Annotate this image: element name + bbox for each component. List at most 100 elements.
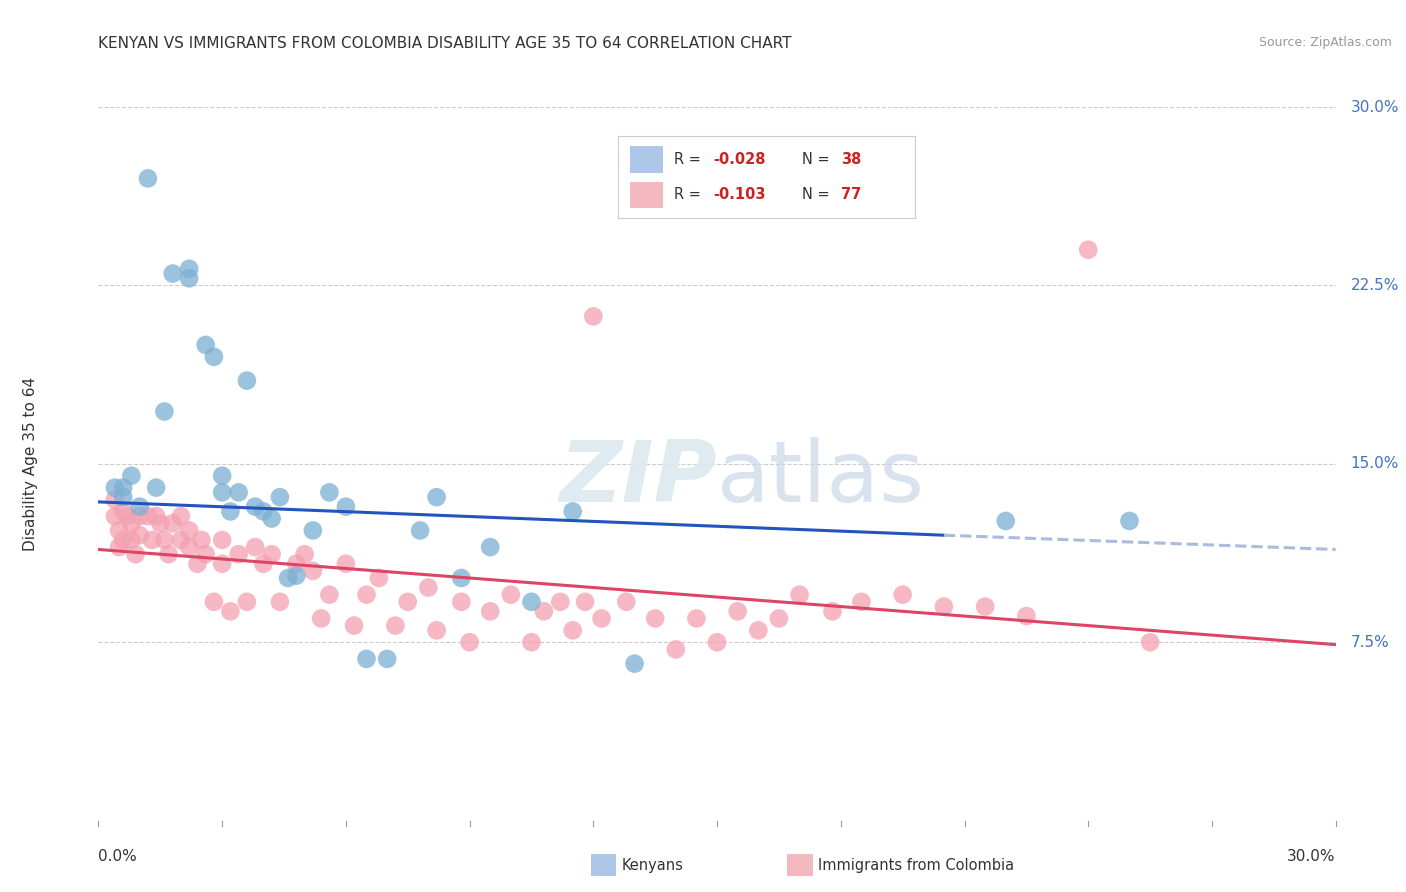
Point	[1077, 243, 1099, 257]
Point	[243, 540, 266, 554]
Point	[851, 595, 873, 609]
Point	[202, 595, 225, 609]
Point	[343, 618, 366, 632]
Point	[179, 271, 201, 285]
Point	[623, 657, 645, 671]
Point	[706, 635, 728, 649]
Point	[685, 611, 707, 625]
Point	[108, 524, 131, 538]
Point	[396, 595, 419, 609]
Point	[120, 533, 142, 547]
Text: -0.103: -0.103	[713, 187, 766, 202]
Point	[112, 533, 135, 547]
Point	[219, 504, 242, 518]
Text: ZIP: ZIP	[560, 436, 717, 520]
Point	[277, 571, 299, 585]
Point	[550, 595, 572, 609]
Point	[1118, 514, 1140, 528]
Point	[269, 490, 291, 504]
Point	[252, 557, 274, 571]
Text: N =: N =	[803, 152, 834, 167]
Point	[574, 595, 596, 609]
Point	[128, 509, 150, 524]
Bar	[630, 146, 662, 172]
Point	[236, 374, 259, 388]
Point	[179, 540, 201, 554]
Point	[561, 504, 583, 518]
Point	[162, 516, 184, 531]
Text: N =: N =	[803, 187, 834, 202]
Point	[426, 490, 449, 504]
Point	[260, 511, 283, 525]
Point	[157, 547, 180, 561]
Point	[418, 581, 440, 595]
Point	[219, 604, 242, 618]
Point	[211, 485, 233, 500]
Point	[243, 500, 266, 514]
Point	[409, 524, 432, 538]
Point	[236, 595, 259, 609]
Text: 22.5%: 22.5%	[1351, 278, 1399, 293]
Point	[112, 504, 135, 518]
Point	[153, 404, 176, 418]
Point	[124, 547, 146, 561]
Point	[768, 611, 790, 625]
Point	[335, 500, 357, 514]
Text: 0.0%: 0.0%	[98, 849, 138, 864]
Point	[458, 635, 481, 649]
Text: 38: 38	[841, 152, 860, 167]
Point	[479, 604, 502, 618]
Point	[302, 564, 325, 578]
Point	[821, 604, 844, 618]
Point	[520, 635, 543, 649]
Point	[384, 618, 406, 632]
Text: Immigrants from Colombia: Immigrants from Colombia	[818, 858, 1014, 872]
Point	[162, 267, 184, 281]
Point	[644, 611, 666, 625]
Bar	[630, 182, 662, 208]
Point	[194, 338, 217, 352]
Text: Source: ZipAtlas.com: Source: ZipAtlas.com	[1258, 36, 1392, 49]
Point	[112, 490, 135, 504]
Point	[149, 516, 172, 531]
Point	[104, 481, 127, 495]
Point	[727, 604, 749, 618]
Point	[450, 571, 472, 585]
Point	[582, 310, 605, 324]
Point	[747, 624, 769, 638]
Point	[335, 557, 357, 571]
Point	[260, 547, 283, 561]
Point	[108, 540, 131, 554]
Point	[1015, 609, 1038, 624]
Text: R =: R =	[675, 187, 706, 202]
Point	[170, 509, 193, 524]
Point	[170, 533, 193, 547]
Point	[228, 485, 250, 500]
Point	[533, 604, 555, 618]
Point	[128, 500, 150, 514]
Point	[211, 533, 233, 547]
Point	[145, 481, 167, 495]
Point	[479, 540, 502, 554]
Point	[426, 624, 449, 638]
Point	[211, 468, 233, 483]
Point	[252, 504, 274, 518]
Point	[112, 481, 135, 495]
Point	[974, 599, 997, 614]
Point	[104, 492, 127, 507]
Point	[228, 547, 250, 561]
Point	[128, 528, 150, 542]
Point	[190, 533, 212, 547]
Point	[665, 642, 688, 657]
Point	[145, 509, 167, 524]
Point	[318, 485, 340, 500]
Point	[520, 595, 543, 609]
Point	[104, 509, 127, 524]
Text: atlas: atlas	[717, 436, 925, 520]
Point	[561, 624, 583, 638]
Point	[1139, 635, 1161, 649]
Text: 15.0%: 15.0%	[1351, 457, 1399, 471]
Point	[285, 568, 308, 582]
Point	[302, 524, 325, 538]
Point	[356, 588, 378, 602]
